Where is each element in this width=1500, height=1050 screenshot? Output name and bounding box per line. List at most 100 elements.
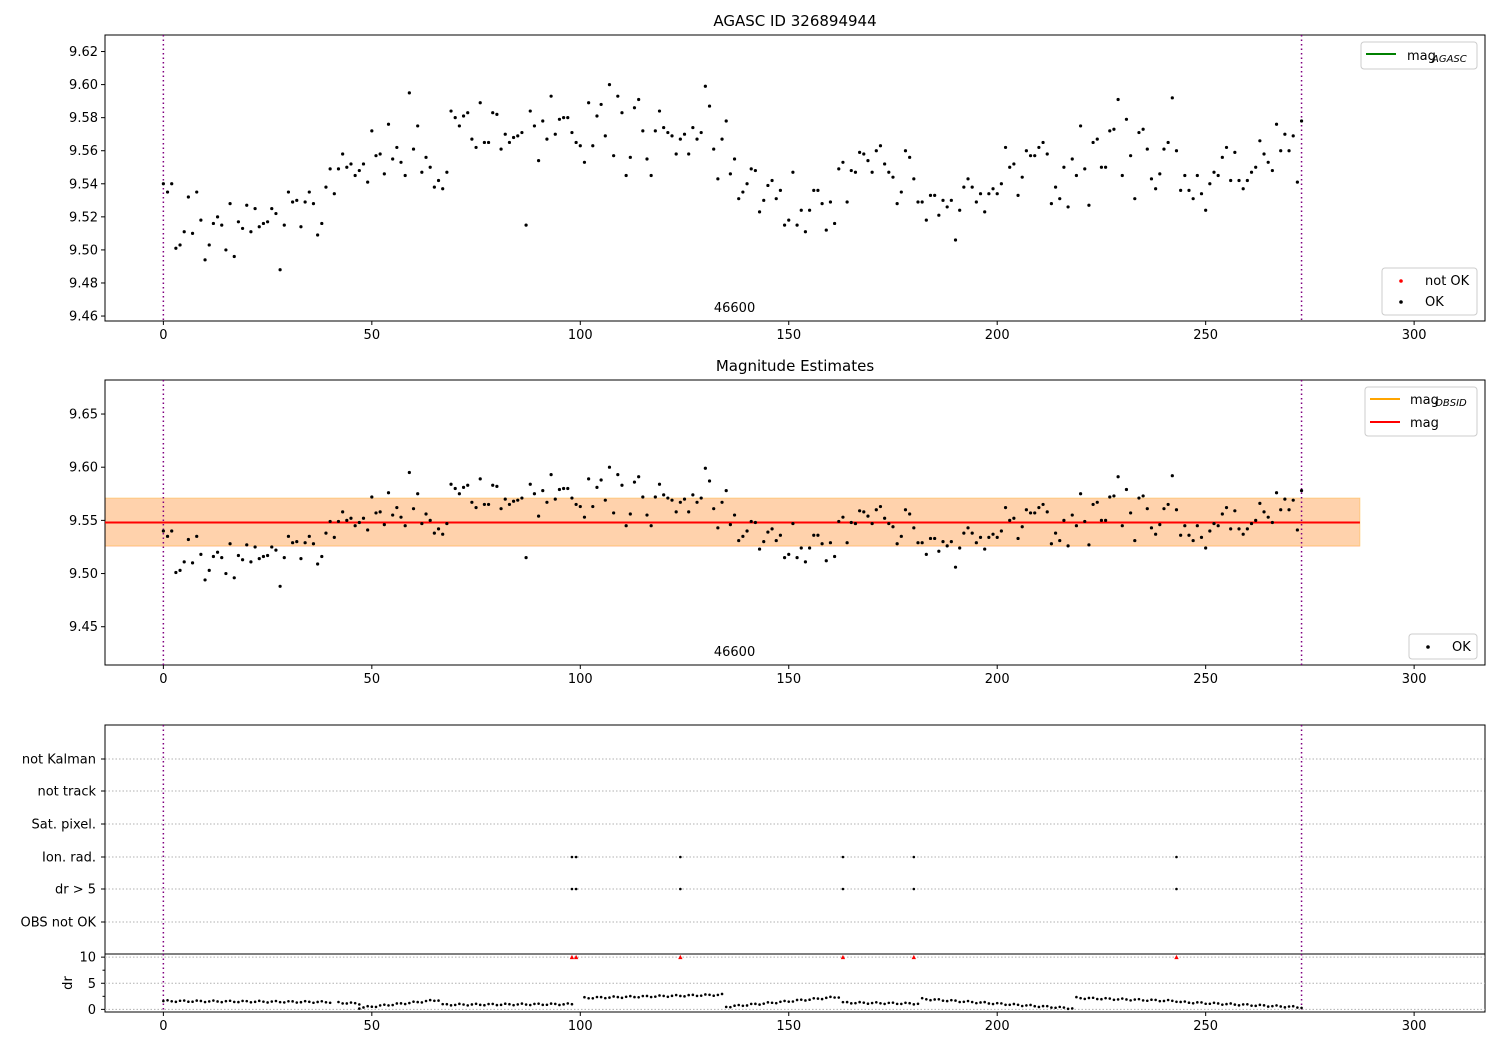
x-tick-label: 150 — [776, 328, 801, 343]
dr-point — [762, 1002, 766, 1005]
data-point-ok — [545, 137, 549, 141]
dr-point — [854, 1001, 857, 1005]
data-point-ok — [1070, 513, 1074, 517]
data-point-ok — [837, 519, 841, 524]
data-point-ok — [1287, 508, 1291, 512]
data-point-ok — [991, 532, 995, 536]
dr-point — [745, 1004, 749, 1007]
dr-point — [624, 995, 628, 999]
data-point-ok — [991, 187, 995, 191]
data-point-ok — [386, 491, 391, 495]
data-point-ok — [699, 130, 703, 135]
data-point-ok — [674, 510, 678, 514]
dr-point — [754, 1002, 757, 1006]
dr-point — [257, 999, 261, 1003]
y-tick-label: 9.45 — [69, 620, 98, 635]
data-point-ok — [253, 545, 257, 549]
data-point-ok — [1020, 525, 1024, 529]
data-point-ok — [1174, 508, 1179, 512]
data-point-ok — [716, 526, 720, 530]
data-point-ok — [916, 541, 920, 545]
data-point-ok — [528, 482, 532, 486]
data-point-ok — [824, 228, 828, 232]
dr-point — [541, 1003, 545, 1007]
data-point-ok — [632, 106, 637, 110]
x-tick-label: 100 — [568, 1019, 593, 1034]
dr-point — [249, 1000, 253, 1004]
dr-point — [474, 1002, 478, 1006]
data-point-ok — [207, 243, 211, 247]
data-point-ok — [470, 500, 474, 504]
dr-point — [620, 996, 624, 1000]
data-point-ok — [1124, 117, 1129, 121]
dr-point — [449, 1004, 453, 1007]
data-point-ok — [1216, 524, 1220, 528]
y-tick-label: 9.58 — [69, 111, 98, 126]
legend-marker-ok — [1399, 300, 1403, 304]
data-point-ok — [1266, 160, 1270, 164]
data-point-ok — [1245, 527, 1249, 531]
data-point-ok — [520, 496, 524, 500]
dr-point — [741, 1004, 745, 1008]
data-point-ok — [182, 230, 186, 234]
x-tick-label: 200 — [985, 328, 1010, 343]
data-point-ok — [833, 221, 837, 226]
dr-point — [424, 999, 428, 1003]
dr-point — [262, 1000, 265, 1003]
dr-point — [879, 1001, 882, 1005]
data-point-ok — [245, 543, 249, 547]
data-point-ok — [1283, 497, 1287, 501]
data-point-ok — [1220, 155, 1224, 159]
dr-point — [224, 999, 228, 1003]
data-point-ok — [949, 198, 953, 202]
data-point-ok — [728, 172, 732, 176]
x-tick-label: 0 — [159, 1019, 167, 1034]
data-point-ok — [1279, 508, 1283, 512]
dr-point — [595, 995, 599, 999]
data-point-ok — [278, 268, 282, 272]
data-point-ok — [703, 84, 707, 88]
dr-point — [508, 1002, 511, 1006]
data-point-ok — [945, 544, 949, 548]
x-tick-label: 50 — [364, 328, 381, 343]
dr-point — [512, 1003, 515, 1007]
dr-point — [245, 999, 249, 1003]
legend-label-mag-obsid: mag — [1410, 393, 1439, 408]
dr-point — [220, 1000, 224, 1004]
data-point-ok — [1104, 518, 1108, 522]
dr-point — [1258, 1003, 1262, 1007]
data-point-ok — [1187, 533, 1191, 537]
data-point-ok — [574, 140, 578, 145]
data-point-ok — [1099, 165, 1104, 169]
dr-point — [1020, 1004, 1024, 1008]
data-point-ok — [628, 512, 632, 516]
data-point-ok — [1099, 518, 1104, 522]
dr-point — [820, 997, 824, 1001]
data-point-ok — [924, 552, 928, 557]
dr-point — [378, 1004, 382, 1007]
dr-point — [466, 1004, 470, 1007]
data-point-ok — [620, 483, 624, 487]
dr-point — [295, 1001, 299, 1004]
data-point-ok — [845, 541, 849, 545]
data-point-ok — [845, 200, 849, 204]
dr-point — [1108, 997, 1112, 1000]
data-point-ok — [874, 149, 878, 153]
dr-point — [900, 1002, 903, 1006]
data-point-ok — [232, 576, 236, 580]
flag-point — [679, 855, 682, 859]
data-point-ok — [1045, 510, 1049, 514]
dr-point — [849, 1002, 853, 1005]
dr-point — [649, 995, 653, 999]
data-point-ok — [199, 218, 203, 222]
data-point-ok — [883, 516, 887, 520]
data-point-ok — [841, 160, 845, 164]
data-point-ok — [1049, 202, 1054, 206]
data-point-ok — [1095, 500, 1099, 504]
dr-point — [1216, 1002, 1220, 1005]
data-point-ok — [908, 155, 912, 159]
data-point-ok — [299, 225, 303, 229]
data-point-ok — [587, 477, 591, 481]
dr-point — [945, 999, 949, 1003]
